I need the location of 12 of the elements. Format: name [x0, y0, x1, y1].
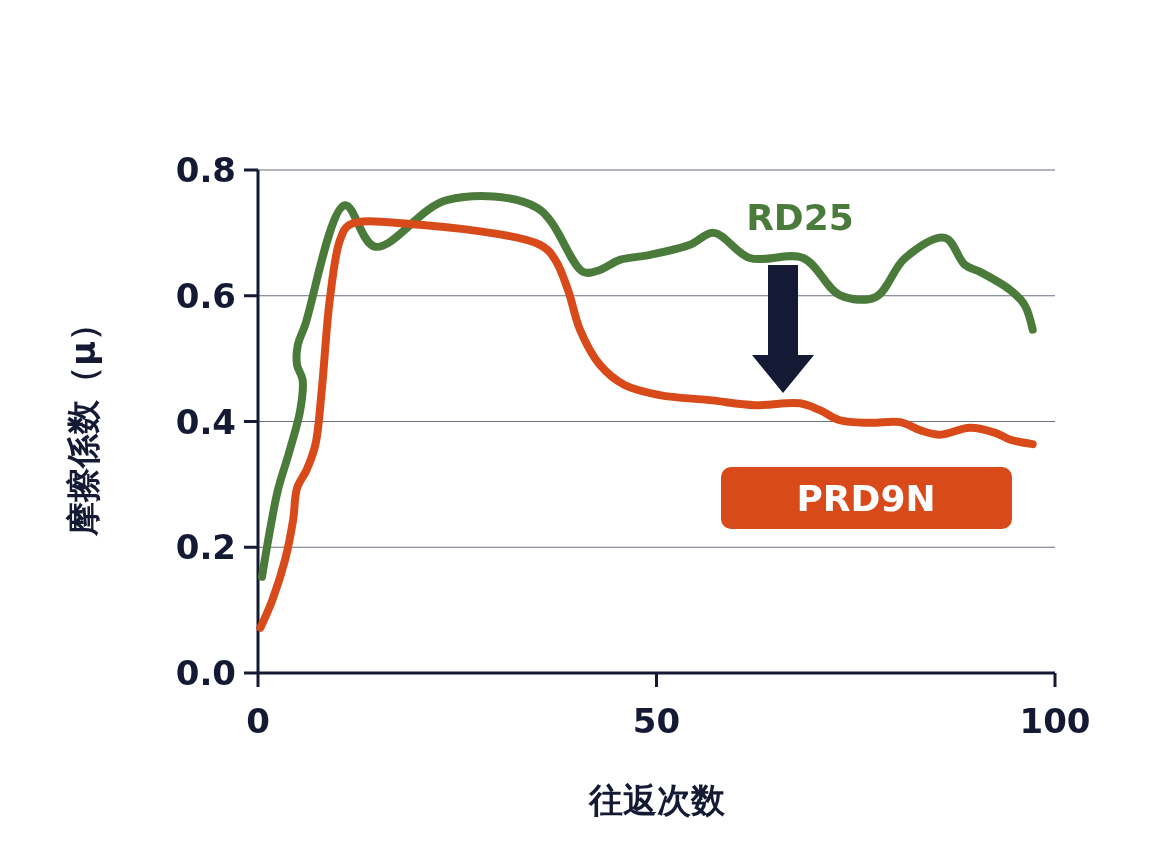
y-tick-label: 0.8 [175, 150, 236, 191]
series-label: PRD9N [796, 477, 936, 519]
x-tick-label: 50 [632, 701, 681, 741]
y-axis-title: 摩擦係数（μ） [63, 306, 103, 538]
series-label: RD25 [746, 197, 854, 238]
y-tick-label: 0.4 [175, 401, 236, 442]
y-tick-label: 0.0 [175, 653, 236, 694]
y-tick-label: 0.2 [175, 527, 236, 568]
x-tick-label: 100 [1019, 701, 1091, 741]
x-axis-title: 往返次数 [587, 780, 726, 820]
x-tick-label: 0 [246, 701, 270, 741]
y-tick-label: 0.6 [175, 275, 236, 316]
